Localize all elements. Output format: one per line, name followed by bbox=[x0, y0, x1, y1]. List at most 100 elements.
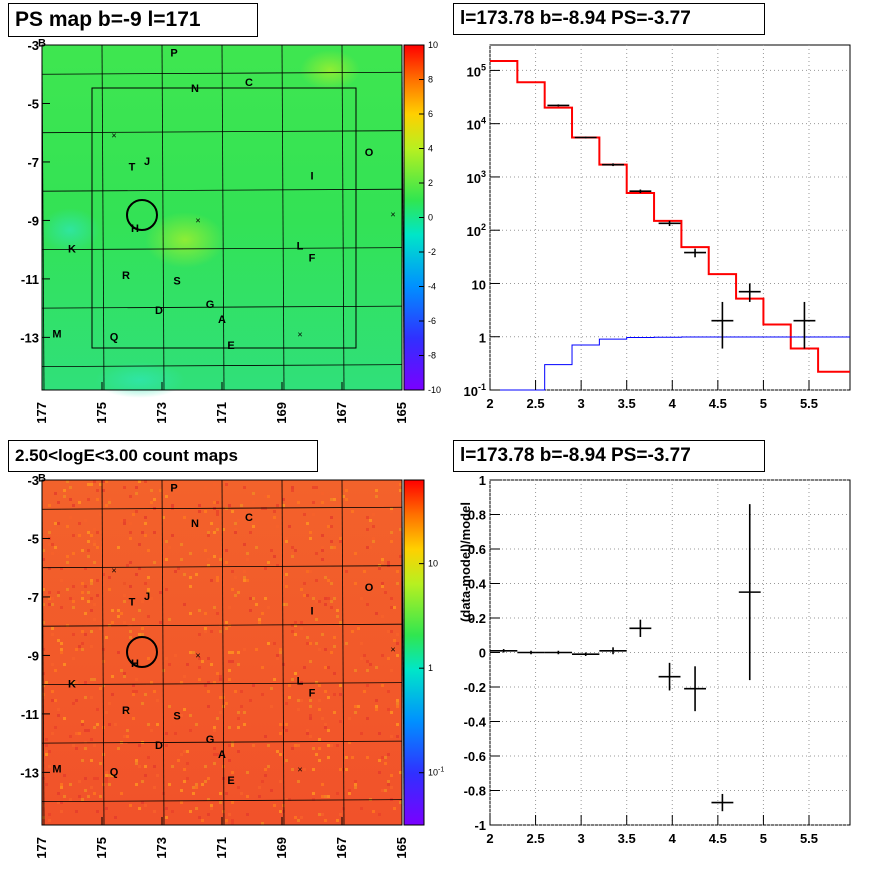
y-tick-label: -5 bbox=[27, 96, 39, 111]
source-label: A bbox=[218, 749, 226, 761]
count-pixel bbox=[303, 582, 306, 585]
count-pixel bbox=[159, 591, 162, 594]
count-pixel bbox=[390, 510, 393, 513]
count-pixel bbox=[63, 495, 66, 498]
count-pixel bbox=[204, 486, 207, 489]
source-label: E bbox=[227, 340, 234, 352]
count-pixel bbox=[312, 486, 315, 489]
count-pixel bbox=[144, 516, 147, 519]
x-tick-label: 3 bbox=[578, 831, 585, 846]
count-pixel bbox=[321, 549, 324, 552]
count-pixel bbox=[252, 492, 255, 495]
count-pixel bbox=[48, 813, 51, 816]
count-pixel bbox=[69, 516, 72, 519]
count-pixel bbox=[396, 483, 399, 486]
source-marker: × bbox=[297, 764, 302, 774]
count-pixel bbox=[132, 684, 135, 687]
parallel-line bbox=[41, 71, 403, 75]
count-pixel bbox=[189, 810, 192, 813]
y-axis-label: (data-model)/model bbox=[458, 502, 473, 622]
count-pixel bbox=[108, 501, 111, 504]
count-pixel bbox=[90, 534, 93, 537]
count-pixel bbox=[237, 651, 240, 654]
count-pixel bbox=[225, 627, 228, 630]
count-pixel bbox=[321, 633, 324, 636]
count-map-title: 2.50<logE<3.00 count maps bbox=[8, 440, 318, 472]
count-pixel bbox=[42, 621, 45, 624]
count-pixel bbox=[324, 597, 327, 600]
count-pixel bbox=[150, 729, 153, 732]
count-pixel bbox=[207, 534, 210, 537]
ps-map-source-labels: B P N C O T J I H K LF R S G D A M Q E × × × × bbox=[38, 37, 396, 352]
count-pixel bbox=[228, 651, 231, 654]
count-pixel bbox=[138, 480, 141, 483]
count-pixel bbox=[273, 642, 276, 645]
count-pixel bbox=[84, 519, 87, 522]
count-pixel bbox=[387, 780, 390, 783]
count-pixel bbox=[318, 759, 321, 762]
count-pixel bbox=[105, 636, 108, 639]
count-pixel bbox=[207, 777, 210, 780]
count-pixel bbox=[198, 657, 201, 660]
count-pixel bbox=[288, 798, 291, 801]
source-marker: × bbox=[195, 650, 200, 660]
count-pixel bbox=[300, 627, 303, 630]
x-tick-label: 5 bbox=[760, 831, 767, 846]
count-pixel bbox=[309, 570, 312, 573]
count-pixel bbox=[60, 606, 63, 609]
x-tick-label: 171 bbox=[214, 837, 229, 859]
count-pixel bbox=[231, 741, 234, 744]
count-pixel bbox=[138, 807, 141, 810]
parallel-line bbox=[41, 130, 403, 134]
count-pixel bbox=[171, 534, 174, 537]
colorbar-tick-label: -6 bbox=[428, 316, 436, 326]
count-pixel bbox=[141, 780, 144, 783]
colorbar-tick-label: -2 bbox=[428, 247, 436, 257]
count-pixel bbox=[105, 807, 108, 810]
count-pixel bbox=[252, 597, 255, 600]
colorbar-tick-label: 10-1 bbox=[428, 767, 444, 778]
count-pixel bbox=[216, 513, 219, 516]
count-pixel bbox=[300, 588, 303, 591]
count-pixel bbox=[96, 810, 99, 813]
count-pixel bbox=[153, 498, 156, 501]
count-pixel bbox=[147, 588, 150, 591]
count-pixel bbox=[60, 579, 63, 582]
count-pixel bbox=[75, 699, 78, 702]
count-pixel bbox=[219, 801, 222, 804]
count-pixel bbox=[204, 630, 207, 633]
count-pixel bbox=[129, 522, 132, 525]
count-pixel bbox=[315, 552, 318, 555]
count-pixel bbox=[354, 711, 357, 714]
count-pixel bbox=[81, 759, 84, 762]
count-pixel bbox=[189, 585, 192, 588]
count-pixel bbox=[87, 531, 90, 534]
count-pixel bbox=[213, 531, 216, 534]
count-pixel bbox=[237, 663, 240, 666]
count-pixel bbox=[96, 708, 99, 711]
count-pixel bbox=[168, 663, 171, 666]
colorbar-tick-label: -10 bbox=[428, 385, 441, 395]
count-pixel bbox=[306, 594, 309, 597]
count-pixel bbox=[300, 621, 303, 624]
count-pixel bbox=[93, 528, 96, 531]
count-pixel bbox=[57, 501, 60, 504]
count-pixel bbox=[309, 735, 312, 738]
count-pixel bbox=[270, 549, 273, 552]
count-pixel bbox=[351, 630, 354, 633]
count-pixel bbox=[366, 684, 369, 687]
count-pixel bbox=[228, 726, 231, 729]
count-pixel bbox=[264, 567, 267, 570]
meridian-line bbox=[161, 44, 165, 391]
count-pixel bbox=[243, 579, 246, 582]
count-pixel bbox=[387, 630, 390, 633]
x-tick-label: 5 bbox=[760, 396, 767, 411]
count-pixel bbox=[120, 669, 123, 672]
count-pixel bbox=[165, 732, 168, 735]
count-pixel bbox=[123, 675, 126, 678]
count-pixel bbox=[87, 540, 90, 543]
count-pixel bbox=[255, 648, 258, 651]
count-pixel bbox=[63, 795, 66, 798]
count-pixel bbox=[123, 621, 126, 624]
count-pixel bbox=[345, 570, 348, 573]
